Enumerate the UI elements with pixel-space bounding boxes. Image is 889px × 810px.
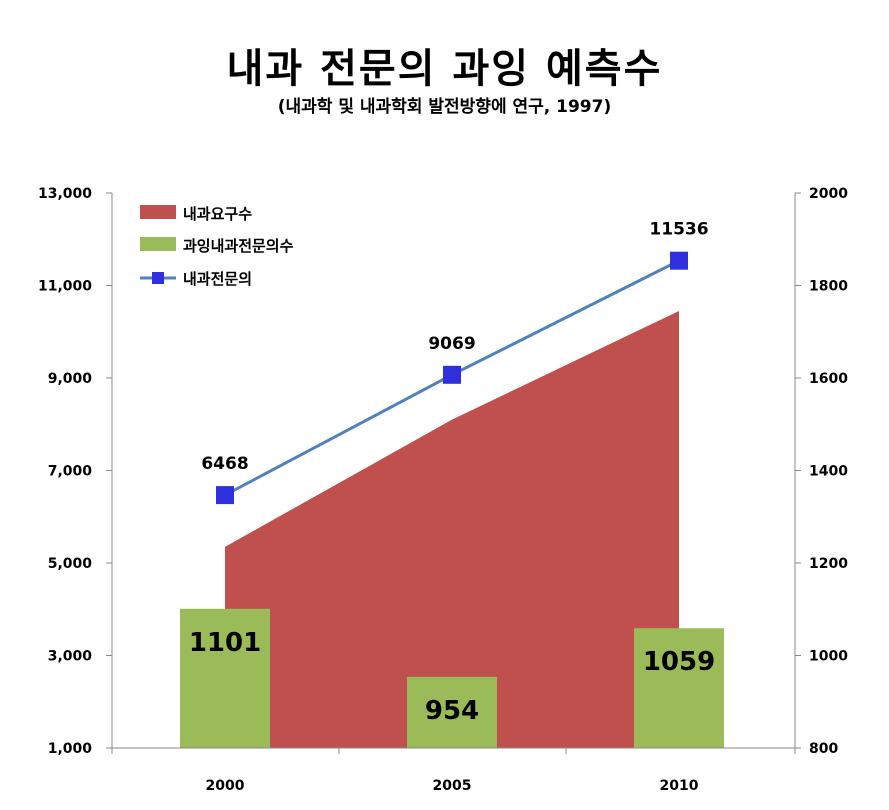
left-tick-label: 3,000: [48, 649, 93, 665]
legend-label-area: 내과요구수: [183, 205, 252, 223]
legend-label-line: 내과전문의: [183, 270, 252, 288]
right-tick-label: 1600: [809, 371, 848, 387]
x-tick-label: 2000: [206, 778, 245, 794]
right-tick-label: 1800: [809, 279, 848, 295]
bar-label-2005: 954: [425, 696, 479, 726]
bar-surplus-2005: [407, 676, 497, 748]
left-tick-label: 5,000: [48, 556, 93, 572]
right-tick-label: 2000: [809, 186, 848, 202]
right-tick-label: 1000: [809, 649, 848, 665]
bar-surplus-2000: [180, 608, 270, 748]
chart-subtitle: (내과학 및 내과학회 발전방향에 연구, 1997): [277, 97, 612, 117]
line-label-2000: 6468: [201, 454, 248, 474]
right-tick-label: 800: [809, 741, 838, 757]
line-marker-2000: [216, 486, 234, 505]
area-demand: [225, 310, 679, 748]
left-tick-label: 13,000: [38, 186, 92, 202]
left-tick-label: 9,000: [48, 371, 93, 387]
bar-label-2000: 1101: [189, 628, 261, 658]
bar-label-2010: 1059: [643, 647, 715, 677]
line-label-2005: 9069: [428, 334, 475, 354]
left-tick-label: 1,000: [48, 741, 93, 757]
x-tick-label: 2010: [660, 778, 699, 794]
legend-swatch-marker: [152, 272, 164, 284]
line-marker-2010: [670, 251, 688, 270]
line-label-2010: 11536: [649, 220, 708, 240]
legend-label-bar: 과잉내과전문의수: [183, 237, 294, 255]
line-marker-2005: [443, 365, 461, 384]
right-tick-label: 1400: [809, 464, 848, 480]
legend-swatch-area: [140, 205, 176, 219]
right-tick-label: 1200: [809, 556, 848, 572]
chart-title: 내과 전문의 과잉 예측수: [226, 46, 663, 92]
legend-swatch-bar: [140, 237, 176, 251]
bar-surplus-2010: [634, 628, 724, 748]
left-tick-label: 7,000: [48, 464, 93, 480]
x-tick-label: 2005: [433, 778, 472, 794]
left-tick-label: 11,000: [38, 279, 92, 295]
